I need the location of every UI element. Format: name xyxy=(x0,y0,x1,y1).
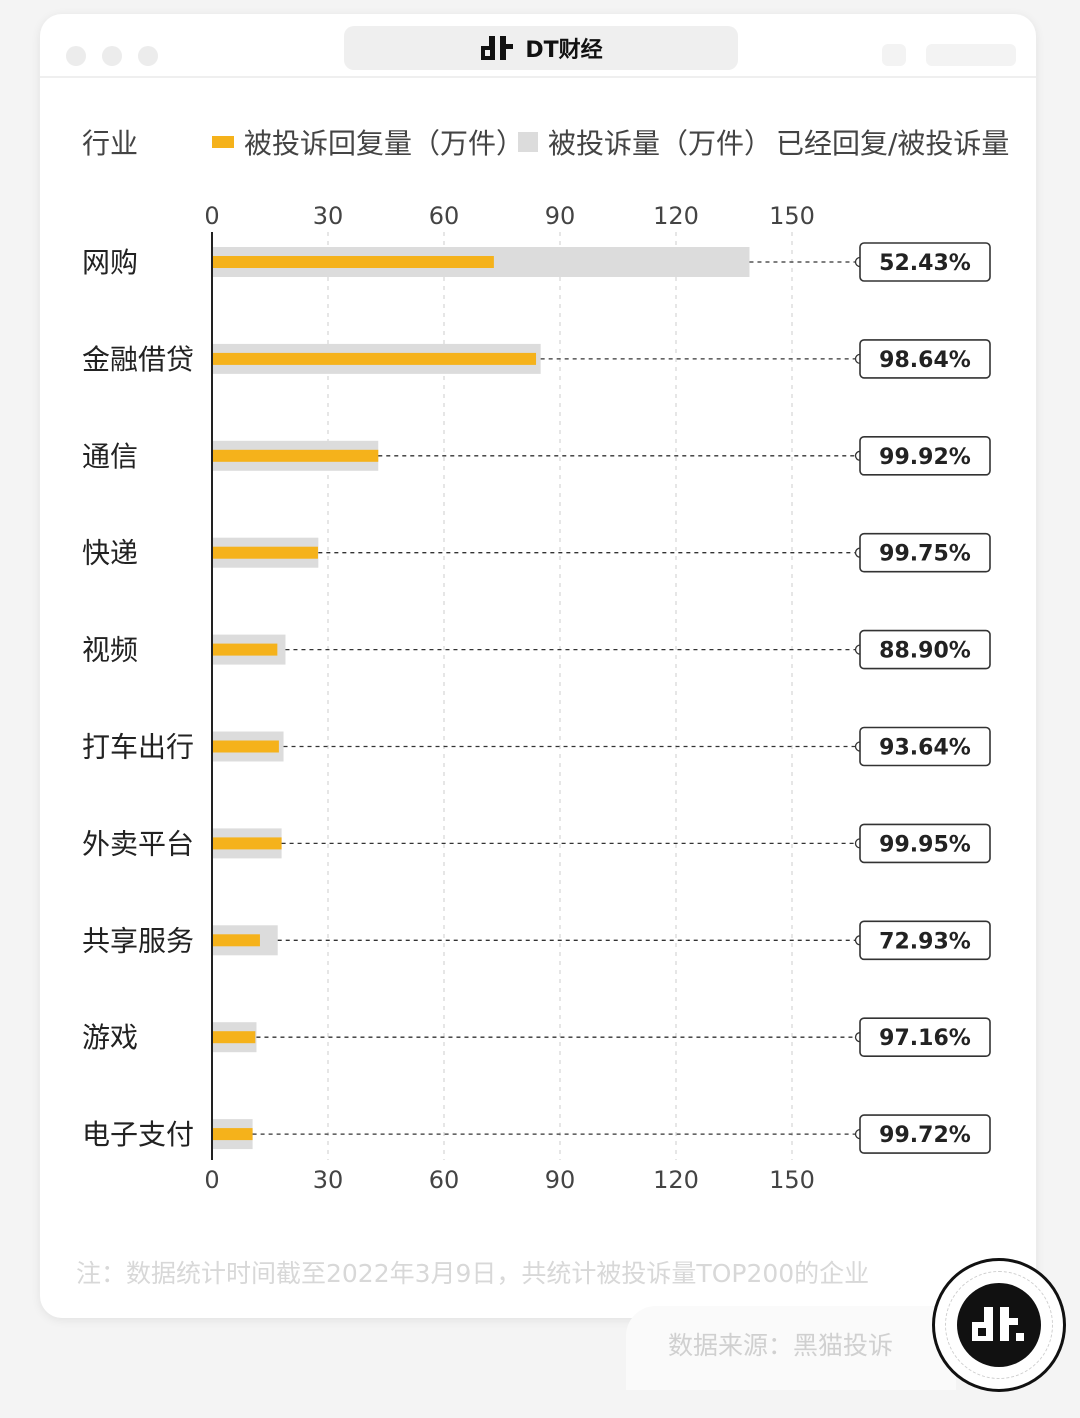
bar-reply xyxy=(212,1128,253,1141)
ratio-box xyxy=(859,726,991,767)
ratio-box xyxy=(859,1114,991,1154)
x-tick-label-bottom: 30 xyxy=(313,1166,344,1194)
window-titlebar xyxy=(40,14,1036,78)
ratio-box xyxy=(859,532,991,573)
category-header-label: 行业 xyxy=(82,127,139,160)
ratio-label: 98.64% xyxy=(879,348,971,373)
x-tick-label-bottom: 150 xyxy=(769,1166,815,1194)
x-tick-label-top: 30 xyxy=(313,202,344,230)
ratio-box xyxy=(859,629,991,670)
x-tick-label-bottom: 60 xyxy=(429,1166,460,1194)
legend-label-ratio: 已经回复/被投诉量 xyxy=(776,127,1010,160)
ratio-box xyxy=(859,435,991,476)
ratio-label: 99.95% xyxy=(879,832,971,857)
legend-item-total: 被投诉量（万件） xyxy=(518,122,772,162)
dt-badge xyxy=(932,1258,1066,1392)
legend-item-ratio: 已经回复/被投诉量 xyxy=(776,122,1009,162)
ratio-label: 93.64% xyxy=(879,736,971,761)
category-label: 金融借贷 xyxy=(82,343,194,376)
category-label: 游戏 xyxy=(82,1021,138,1054)
legend-swatch-total xyxy=(518,132,538,152)
badge-logo xyxy=(957,1283,1041,1367)
bar-reply xyxy=(212,352,537,365)
ratio-label: 88.90% xyxy=(879,639,971,664)
bar-reply xyxy=(212,449,379,462)
category-label: 电子支付 xyxy=(82,1118,194,1151)
ratio-label: 99.92% xyxy=(879,445,971,470)
bar-reply xyxy=(212,1031,256,1044)
ratio-label: 72.93% xyxy=(879,929,971,954)
bar-reply xyxy=(212,740,279,753)
source-tab xyxy=(626,1306,956,1390)
window-dot-2 xyxy=(102,46,122,66)
category-label: 外卖平台 xyxy=(82,827,194,860)
category-label: 共享服务 xyxy=(82,924,194,957)
bar-reply xyxy=(212,256,494,268)
x-tick-label-top: 150 xyxy=(769,202,815,230)
x-tick-label-bottom: 90 xyxy=(545,1166,576,1194)
window-title: DT财经 xyxy=(525,38,603,63)
legend-label-reply: 被投诉回复量（万件） xyxy=(244,127,525,160)
ratio-label: 52.43% xyxy=(879,251,971,276)
x-tick-label-top: 90 xyxy=(545,202,576,230)
window-title-pill: DT财经 xyxy=(344,26,738,70)
ratio-label: 99.75% xyxy=(879,542,971,567)
x-tick-label-bottom: 0 xyxy=(204,1166,219,1194)
chart-legend: 行业 被投诉回复量（万件） 被投诉量（万件） 已经回复/被投诉量 xyxy=(82,122,1022,166)
legend-item-reply: 被投诉回复量（万件） xyxy=(212,122,524,162)
ratio-box xyxy=(859,823,991,864)
ratio-box xyxy=(859,242,991,282)
ratio-label: 97.16% xyxy=(879,1026,971,1051)
ratio-box xyxy=(859,339,991,379)
dt-logo-icon xyxy=(481,36,514,60)
bar-reply xyxy=(212,837,282,850)
footnote: 注：数据统计时间截至2022年3月9日，共统计被投诉量TOP200的企业 xyxy=(76,1259,870,1288)
ratio-box xyxy=(859,920,991,961)
category-label: 打车出行 xyxy=(82,731,194,764)
window-dot-1 xyxy=(66,46,86,66)
category-label: 网购 xyxy=(82,246,138,279)
x-tick-label-top: 60 xyxy=(429,202,460,230)
category-header: 行业 xyxy=(82,122,138,162)
category-label: 视频 xyxy=(82,634,138,667)
window-control-ghost xyxy=(882,44,906,66)
bar-reply xyxy=(212,934,260,947)
category-label: 快递 xyxy=(82,537,138,570)
x-tick-label-top: 0 xyxy=(204,202,219,230)
ratio-label: 99.72% xyxy=(879,1123,971,1148)
category-label: 通信 xyxy=(82,440,138,473)
bar-reply xyxy=(212,546,318,559)
x-tick-label-top: 120 xyxy=(653,202,699,230)
bar-reply xyxy=(212,643,278,656)
legend-label-total: 被投诉量（万件） xyxy=(548,127,773,160)
window-dot-3 xyxy=(138,46,158,66)
x-tick-label-bottom: 120 xyxy=(653,1166,699,1194)
dt-logo-icon xyxy=(972,1307,1024,1341)
ratio-box xyxy=(859,1017,991,1058)
window-control-ghost xyxy=(926,44,1016,66)
legend-swatch-reply xyxy=(212,136,234,148)
data-source: 数据来源：黑猫投诉 xyxy=(668,1331,894,1360)
badge-ring xyxy=(945,1271,1053,1379)
